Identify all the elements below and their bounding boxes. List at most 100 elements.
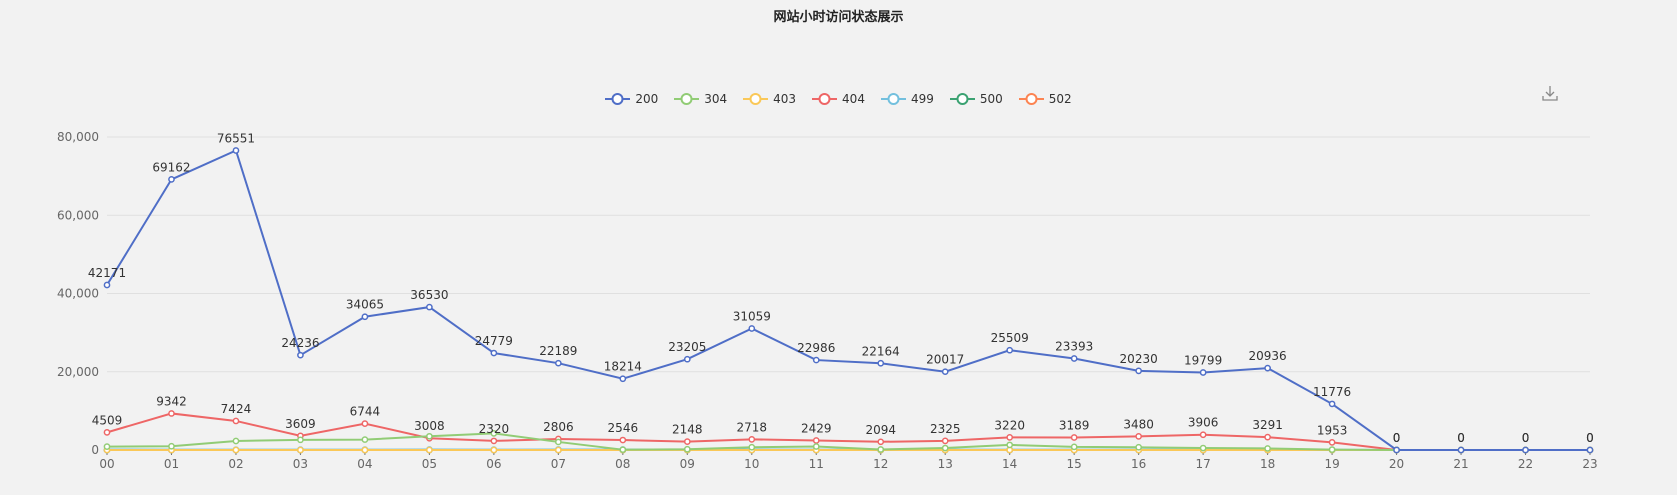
data-label: 3906 (1188, 416, 1219, 430)
data-point (490, 446, 498, 454)
data-point (1328, 400, 1336, 408)
data-label: 3609 (285, 417, 316, 431)
series-line (106, 149, 1590, 451)
legend-marker (1018, 93, 1044, 105)
x-tick-label: 04 (357, 457, 372, 471)
data-label: 2325 (930, 422, 961, 436)
y-tick-label: 20,000 (57, 365, 99, 379)
data-point (168, 176, 175, 183)
x-tick-label: 14 (1002, 457, 1017, 471)
legend-item-304[interactable]: 304 (674, 92, 727, 106)
data-label: 9342 (156, 394, 187, 408)
data-label: 0 (1393, 431, 1401, 445)
data-point (490, 349, 498, 357)
data-point (1135, 443, 1143, 451)
y-tick-label: 60,000 (57, 208, 99, 222)
data-label: 3291 (1252, 418, 1283, 432)
x-tick-label: 06 (486, 457, 501, 471)
data-point (361, 446, 369, 454)
data-label: 19799 (1184, 354, 1222, 368)
data-point (168, 442, 175, 450)
data-label: 23393 (1055, 339, 1093, 353)
data-point (1328, 439, 1336, 446)
data-point (748, 325, 756, 332)
data-point (1393, 446, 1400, 454)
data-point (361, 420, 369, 427)
data-label: 6744 (350, 405, 381, 419)
data-label: 1953 (1317, 423, 1348, 437)
data-point (1006, 441, 1014, 449)
data-point (1070, 355, 1078, 362)
series-200 (103, 147, 1594, 454)
data-label: 2320 (479, 422, 510, 436)
data-label: 20230 (1120, 352, 1158, 366)
data-point (361, 436, 369, 443)
legend: 200 304 403 404 499 500 502 (0, 92, 1677, 106)
legend-label: 500 (979, 92, 1003, 106)
legend-item-500[interactable]: 500 (949, 92, 1003, 106)
x-tick-label: 13 (938, 457, 953, 471)
data-label: 11776 (1313, 385, 1351, 399)
data-point (232, 417, 240, 425)
data-point (1522, 446, 1529, 454)
data-point (168, 410, 175, 417)
data-point (554, 438, 562, 446)
x-tick-label: 09 (680, 457, 695, 471)
data-label: 2806 (543, 420, 574, 434)
x-tick-label: 19 (1324, 457, 1339, 471)
data-label: 2094 (865, 423, 896, 437)
data-point (812, 356, 820, 364)
data-label: 0 (1457, 431, 1465, 445)
data-label: 24779 (475, 334, 513, 348)
data-label: 0 (1586, 431, 1594, 445)
download-icon[interactable] (1541, 84, 1559, 102)
data-label: 23205 (668, 340, 706, 354)
legend-marker (743, 93, 769, 105)
x-tick-label: 22 (1518, 457, 1533, 471)
data-point (683, 438, 691, 445)
legend-marker (605, 93, 631, 105)
data-point (748, 443, 756, 451)
series-line (106, 432, 1590, 451)
legend-label: 403 (773, 92, 797, 106)
data-label: 7424 (221, 402, 252, 416)
data-label: 0 (1457, 431, 1465, 445)
data-point (1199, 431, 1207, 439)
legend-item-404[interactable]: 404 (812, 92, 865, 106)
data-point (1006, 346, 1014, 354)
grid-layer (107, 136, 1590, 451)
legend-item-502[interactable]: 502 (1018, 92, 1072, 106)
legend-label: 502 (1048, 92, 1072, 106)
legend-item-403[interactable]: 403 (743, 92, 796, 106)
y-tick-label: 40,000 (57, 287, 99, 301)
x-tick-label: 02 (228, 457, 243, 471)
data-point (812, 437, 820, 444)
data-label: 0 (1522, 431, 1530, 445)
x-tick-label: 23 (1582, 457, 1597, 471)
data-label: 2148 (672, 423, 703, 437)
data-label: 0 (1393, 431, 1401, 445)
data-label: 36530 (410, 288, 448, 302)
data-label: 22189 (539, 344, 577, 358)
x-tick-label: 03 (293, 457, 308, 471)
x-tick-label: 07 (551, 457, 566, 471)
data-point (1457, 446, 1465, 454)
data-label: 20936 (1249, 349, 1287, 363)
data-point (1586, 446, 1594, 454)
data-point (1199, 444, 1207, 452)
data-label: 3189 (1059, 419, 1090, 433)
data-point (1264, 445, 1271, 452)
data-point (1135, 367, 1143, 375)
y-tick-label: 80,000 (57, 130, 99, 144)
legend-item-200[interactable]: 200 (605, 92, 658, 106)
data-point (877, 446, 885, 453)
label-layer: 42171 69162 76551 24236 34065 36530 24779 22189… (88, 131, 1594, 445)
data-label: 0 (1522, 431, 1530, 445)
legend-item-499[interactable]: 499 (880, 92, 934, 106)
data-label: 18214 (604, 360, 642, 374)
data-point (426, 446, 433, 454)
y-tick-label: 0 (91, 443, 99, 457)
data-point (232, 437, 240, 445)
data-point (1328, 446, 1336, 453)
